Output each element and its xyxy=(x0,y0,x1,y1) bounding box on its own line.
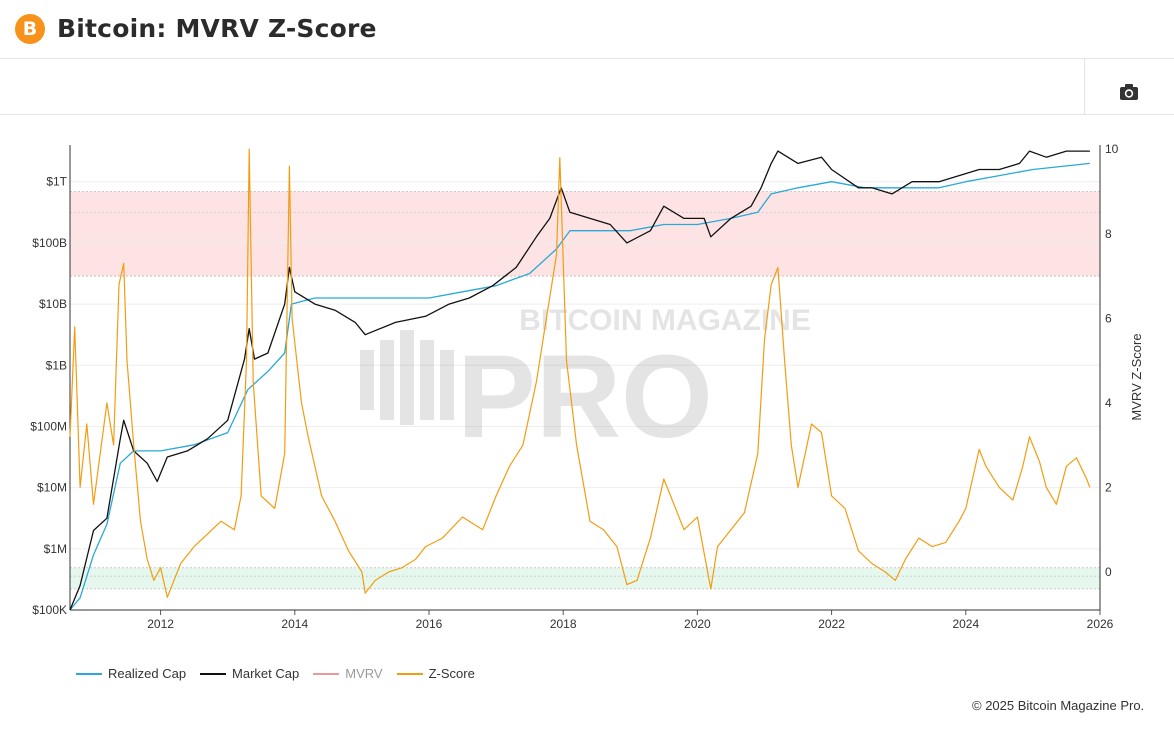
legend-label: Realized Cap xyxy=(108,666,187,681)
series-line-market-cap xyxy=(69,150,1090,611)
x-tick-label: 2024 xyxy=(952,617,979,631)
series-line-z-score xyxy=(69,148,1091,598)
x-tick-label: 2016 xyxy=(416,617,443,631)
watermark-line2: PRO xyxy=(457,331,713,463)
x-tick-label: 2012 xyxy=(147,617,174,631)
x-tick-label: 2026 xyxy=(1087,617,1114,631)
legend-item-realized-cap[interactable]: Realized Cap xyxy=(76,666,186,681)
legend-swatch xyxy=(396,672,423,675)
chart-axes: $100K $1M $10M $100M $1B $10B $100B $1T 0 2 4 6 8 10 2… xyxy=(30,142,1118,631)
legend-label: Z-Score xyxy=(428,666,475,681)
x-tick-label: 2018 xyxy=(550,617,577,631)
y-left-tick-label: $100K xyxy=(32,603,67,617)
legend-swatch xyxy=(76,672,102,675)
y-right-tick-label: 10 xyxy=(1105,142,1119,156)
chart-series xyxy=(69,148,1091,611)
band-undervalued xyxy=(70,567,1100,589)
x-tick-label: 2020 xyxy=(684,617,711,631)
watermark-bars-icon xyxy=(360,330,454,425)
legend-swatch xyxy=(200,672,227,675)
x-tick-label: 2014 xyxy=(281,617,308,631)
y-left-tick-label: $1B xyxy=(46,358,67,372)
y-right-tick-label: 8 xyxy=(1105,227,1112,241)
y-right-tick-label: 0 xyxy=(1105,565,1112,579)
mvrv-zscore-chart[interactable]: BITCOIN MAGAZINE PRO $100K$1M$10M$100M$1… xyxy=(0,115,1174,695)
band-overvalued xyxy=(70,191,1100,277)
page-header: B Bitcoin: MVRV Z-Score xyxy=(0,0,1174,59)
y-left-tick-label: $1M xyxy=(44,542,67,556)
series-line-realized-cap xyxy=(69,162,1090,611)
y-right-tick-label: 6 xyxy=(1105,311,1112,325)
legend-item-market-cap[interactable]: Market Cap xyxy=(200,666,299,681)
x-tick-label: 2022 xyxy=(818,617,845,631)
watermark: BITCOIN MAGAZINE PRO xyxy=(360,304,811,463)
y-right-tick-label: 2 xyxy=(1105,480,1112,494)
y-left-tick-label: $10B xyxy=(39,297,67,311)
legend-item-z-score[interactable]: Z-Score xyxy=(396,666,475,681)
chart-legend: Realized Cap Market Cap MVRV Z-Score xyxy=(76,666,489,681)
valuation-bands xyxy=(70,191,1100,590)
legend-label: Market Cap xyxy=(232,666,300,681)
watermark-line1: BITCOIN MAGAZINE xyxy=(519,304,811,337)
copyright-text: © 2025 Bitcoin Magazine Pro. xyxy=(972,698,1145,713)
camera-icon[interactable] xyxy=(1112,78,1146,108)
y-left-tick-label: $1T xyxy=(46,175,67,189)
y-right-tick-label: 4 xyxy=(1105,396,1112,410)
legend-label: MVRV xyxy=(345,666,383,681)
page-title: Bitcoin: MVRV Z-Score xyxy=(57,14,377,43)
y-left-tick-label: $100M xyxy=(30,419,67,433)
legend-swatch xyxy=(313,672,340,675)
y-left-tick-label: $100B xyxy=(32,236,67,250)
toolbar-divider xyxy=(1084,58,1085,114)
legend-item-mvrv[interactable]: MVRV xyxy=(313,666,383,681)
y-left-tick-label: $10M xyxy=(37,481,67,495)
y-axis-right-title: MVRV Z-Score xyxy=(1129,333,1144,420)
bitcoin-logo-icon: B xyxy=(15,14,45,44)
chart-toolbar xyxy=(0,58,1174,115)
